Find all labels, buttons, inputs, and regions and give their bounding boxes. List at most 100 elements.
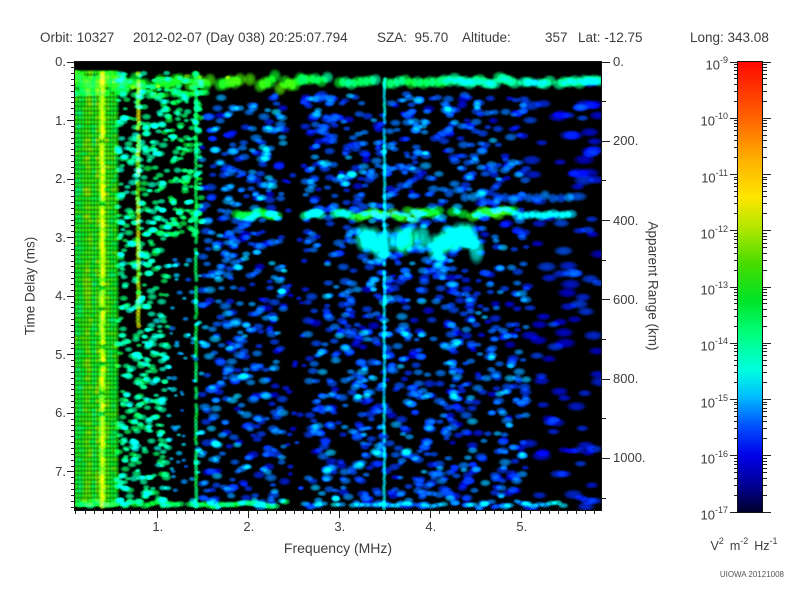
colorbar-minor-tick-right xyxy=(763,73,767,75)
unit-part: Hz-1 xyxy=(754,536,777,553)
y-left-tick-label: 7. xyxy=(55,463,66,479)
colorbar-minor-tick-left xyxy=(734,348,738,350)
colorbar-minor-tick-right xyxy=(763,359,767,361)
colorbar-minor-tick-right xyxy=(763,232,767,234)
x-axis-tick-label: 5. xyxy=(516,519,528,534)
y-left-major-tick xyxy=(67,354,75,356)
x-axis-minor-tick xyxy=(111,510,113,514)
colorbar-minor-tick-left xyxy=(734,401,738,403)
y-left-minor-tick xyxy=(71,489,75,490)
y-left-minor-tick xyxy=(71,184,75,186)
y-right-tick-label: 200. xyxy=(613,133,639,149)
header-altitude-value: 357 xyxy=(545,30,568,45)
unit-exponent: -2 xyxy=(740,536,749,546)
credit-text: UIOWA 20121008 xyxy=(719,570,784,579)
x-axis-minor-tick xyxy=(357,510,359,514)
colorbar-minor-tick-left xyxy=(734,355,738,357)
x-axis-minor-tick xyxy=(412,510,414,514)
colorbar-minor-tick-left xyxy=(734,325,738,327)
y-right-major-tick xyxy=(602,299,610,301)
colorbar-minor-tick-right xyxy=(763,190,767,192)
colorbar-label-base: 10 xyxy=(700,394,715,410)
colorbar-minor-tick-right xyxy=(763,494,767,496)
colorbar-minor-tick-right xyxy=(763,238,767,240)
y-right-tick-label: 800. xyxy=(613,371,639,387)
header-long: Long: 343.08 xyxy=(690,30,769,45)
colorbar-minor-tick-right xyxy=(763,463,767,465)
x-axis-minor-tick xyxy=(421,510,423,514)
colorbar-minor-tick-right xyxy=(763,140,767,142)
y-left-minor-tick xyxy=(71,366,75,368)
colorbar-label-base: 10 xyxy=(700,226,715,242)
x-axis-minor-tick xyxy=(93,510,95,514)
colorbar-minor-tick-left xyxy=(734,83,738,85)
colorbar-minor-tick-right xyxy=(763,372,767,374)
x-axis-minor-tick xyxy=(539,510,541,514)
x-axis-minor-tick xyxy=(312,510,314,514)
y-left-minor-tick xyxy=(71,108,75,110)
y-right-major-tick xyxy=(602,220,610,222)
y-left-tick-label: 5. xyxy=(55,346,66,362)
colorbar-label-exponent: -14 xyxy=(714,336,728,347)
colorbar-minor-tick-right xyxy=(763,472,767,474)
colorbar-major-tick-left xyxy=(730,230,738,232)
x-axis-minor-tick xyxy=(348,510,350,514)
y-left-tick-label: 0. xyxy=(55,54,66,69)
colorbar-minor-tick-right xyxy=(763,345,767,347)
colorbar-tick-label: 10-11 xyxy=(676,167,728,185)
colorbar-minor-tick-left xyxy=(734,100,738,102)
colorbar-minor-tick-left xyxy=(734,411,738,413)
x-axis-minor-tick xyxy=(175,510,177,514)
colorbar-minor-tick-left xyxy=(734,238,738,240)
y-left-minor-tick xyxy=(71,360,75,362)
colorbar-major-tick-left xyxy=(730,286,738,288)
colorbar-major-tick-left xyxy=(730,174,738,175)
colorbar-minor-tick-left xyxy=(734,494,738,496)
y-left-major-tick xyxy=(67,178,75,180)
y-left-minor-tick xyxy=(71,131,75,133)
colorbar-minor-tick-left xyxy=(734,213,738,215)
unit-part: V2 xyxy=(710,536,723,553)
colorbar-minor-tick-right xyxy=(763,477,767,479)
x-axis-minor-tick xyxy=(293,510,295,514)
colorbar-minor-tick-right xyxy=(763,315,767,317)
y-left-minor-tick xyxy=(71,137,75,139)
y-left-minor-tick xyxy=(71,196,75,198)
x-axis-minor-tick xyxy=(221,510,222,514)
colorbar-canvas xyxy=(738,62,762,512)
y-left-minor-tick xyxy=(71,254,75,256)
y-left-major-tick xyxy=(67,412,75,414)
x-axis-minor-tick xyxy=(120,510,122,514)
x-axis-minor-tick xyxy=(384,510,386,514)
colorbar-unit-label: V2 m-2 Hz-1 xyxy=(710,536,783,553)
x-axis-minor-tick xyxy=(330,510,332,514)
colorbar-minor-tick-right xyxy=(763,247,767,249)
colorbar-minor-tick-right xyxy=(763,404,767,406)
colorbar-minor-tick-left xyxy=(734,359,738,361)
colorbar-minor-tick-left xyxy=(734,73,738,75)
colorbar-minor-tick-right xyxy=(763,179,767,181)
colorbar-minor-tick-left xyxy=(734,463,738,465)
y-left-minor-tick xyxy=(71,465,75,467)
colorbar-major-tick-right xyxy=(763,286,771,288)
y-right-minor-tick xyxy=(602,259,606,261)
x-axis-minor-tick xyxy=(594,510,596,514)
y-right-tick-label: 0. xyxy=(613,54,624,69)
x-axis-minor-tick xyxy=(211,510,213,514)
x-axis-minor-tick xyxy=(193,510,195,514)
y-left-minor-tick xyxy=(71,278,75,280)
colorbar-minor-tick-left xyxy=(734,190,738,192)
colorbar-minor-tick-right xyxy=(763,196,767,198)
colorbar-minor-tick-right xyxy=(763,295,767,297)
colorbar-minor-tick-left xyxy=(734,123,738,125)
y-left-minor-tick xyxy=(71,459,75,461)
colorbar-minor-tick-right xyxy=(763,303,767,305)
x-axis-minor-tick xyxy=(530,510,532,514)
colorbar-label-exponent: -17 xyxy=(714,505,728,515)
y-left-minor-tick xyxy=(71,172,75,174)
y-left-tick-label: 2. xyxy=(55,171,66,187)
colorbar-minor-tick-right xyxy=(763,186,767,188)
y-left-minor-tick xyxy=(71,313,75,315)
y-left-minor-tick xyxy=(71,284,75,286)
y-left-minor-tick xyxy=(71,114,75,116)
